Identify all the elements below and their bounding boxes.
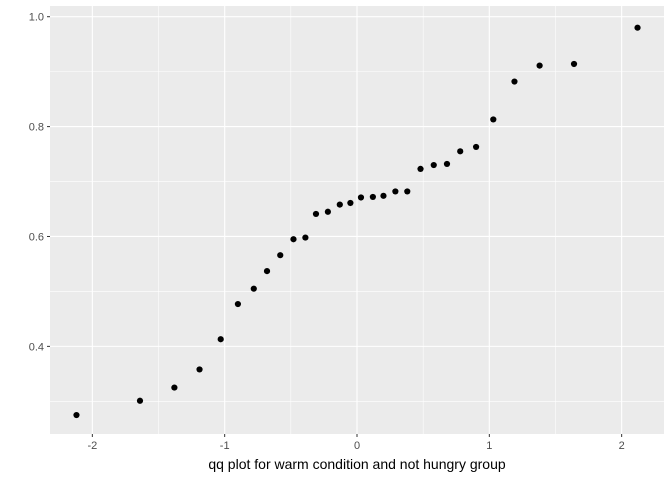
data-point: [234, 300, 242, 308]
x-tick-label: 2: [619, 440, 625, 452]
data-point: [263, 267, 271, 275]
major-gridlines: [50, 6, 664, 434]
data-point: [347, 199, 354, 207]
data-point: [472, 143, 480, 151]
x-tick-label: -2: [87, 440, 97, 452]
x-axis-ticks: -2 -1 0 1 2: [87, 434, 625, 452]
data-point: [392, 188, 399, 195]
data-point: [417, 165, 424, 173]
data-point: [369, 193, 376, 201]
y-axis-ticks: 0.4 0.6 0.8 1.0: [29, 12, 50, 353]
x-tick-label: -1: [220, 440, 230, 452]
data-point: [324, 208, 331, 215]
data-points: [73, 24, 641, 419]
data-point: [357, 194, 365, 201]
data-point: [536, 62, 543, 69]
data-point: [196, 366, 203, 373]
data-point: [404, 188, 411, 195]
data-point: [136, 397, 144, 404]
data-point: [250, 285, 257, 292]
data-point: [290, 236, 297, 243]
data-point: [511, 78, 518, 85]
data-point: [277, 252, 284, 259]
data-point: [73, 411, 80, 419]
y-tick-label: 0.4: [29, 341, 44, 353]
data-point: [171, 384, 178, 391]
data-point: [430, 161, 437, 169]
y-tick-label: 1.0: [29, 12, 44, 24]
data-point: [380, 192, 387, 199]
data-point: [443, 160, 451, 168]
data-point: [336, 201, 343, 208]
data-point: [302, 234, 309, 241]
data-point: [570, 60, 578, 68]
y-tick-label: 0.8: [29, 122, 44, 134]
data-point: [490, 116, 497, 123]
data-point: [634, 24, 641, 31]
data-point: [217, 336, 224, 343]
data-point: [312, 210, 320, 218]
x-tick-label: 1: [486, 440, 492, 452]
x-axis-title: qq plot for warm condition and not hungr…: [208, 456, 506, 472]
data-point: [457, 148, 464, 155]
x-tick-label: 0: [354, 440, 360, 452]
y-tick-label: 0.6: [29, 231, 44, 243]
